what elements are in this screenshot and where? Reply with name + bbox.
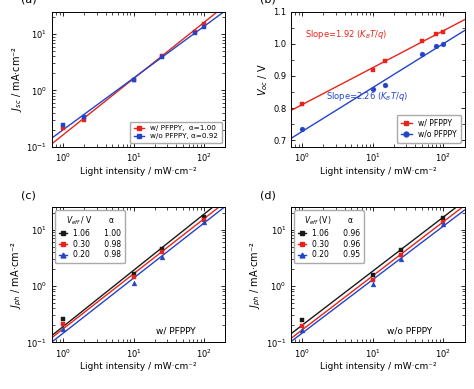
Text: Slope=1.92 ($K_BT/q$): Slope=1.92 ($K_BT/q$) bbox=[305, 28, 387, 41]
Y-axis label: $J_{sc}$ / mA·cm⁻²: $J_{sc}$ / mA·cm⁻² bbox=[10, 46, 24, 112]
X-axis label: Light intensity / mW·cm⁻²: Light intensity / mW·cm⁻² bbox=[319, 166, 436, 176]
Y-axis label: $V_{oc}$ / V: $V_{oc}$ / V bbox=[256, 63, 270, 96]
X-axis label: Light intensity / mW·cm⁻²: Light intensity / mW·cm⁻² bbox=[319, 363, 436, 371]
Text: w/o PFPPY: w/o PFPPY bbox=[387, 327, 432, 336]
Y-axis label: $J_{ph}$ / mA·cm⁻²: $J_{ph}$ / mA·cm⁻² bbox=[9, 241, 24, 308]
Text: Slope=2.26 ($K_BT/q$): Slope=2.26 ($K_BT/q$) bbox=[326, 90, 408, 103]
Legend: w/ PFPPY,  α=1.00, w/o PFPPY, α=0.92: w/ PFPPY, α=1.00, w/o PFPPY, α=0.92 bbox=[130, 121, 222, 143]
X-axis label: Light intensity / mW·cm⁻²: Light intensity / mW·cm⁻² bbox=[81, 166, 197, 176]
Legend: 1.06      0.96, 0.30      0.96, 0.20      0.95: 1.06 0.96, 0.30 0.96, 0.20 0.95 bbox=[294, 210, 364, 263]
X-axis label: Light intensity / mW·cm⁻²: Light intensity / mW·cm⁻² bbox=[81, 363, 197, 371]
Text: (c): (c) bbox=[21, 191, 36, 201]
Legend: 1.06      1.00, 0.30      0.98, 0.20      0.98: 1.06 1.00, 0.30 0.98, 0.20 0.98 bbox=[55, 210, 125, 263]
Text: w/ PFPPY: w/ PFPPY bbox=[156, 327, 196, 336]
Text: (d): (d) bbox=[260, 191, 276, 201]
Text: (b): (b) bbox=[260, 0, 276, 5]
Y-axis label: $J_{ph}$ / mA·cm⁻²: $J_{ph}$ / mA·cm⁻² bbox=[248, 241, 263, 308]
Legend: w/ PFPPY, w/o PFPPY: w/ PFPPY, w/o PFPPY bbox=[397, 115, 461, 143]
Text: (a): (a) bbox=[21, 0, 36, 5]
